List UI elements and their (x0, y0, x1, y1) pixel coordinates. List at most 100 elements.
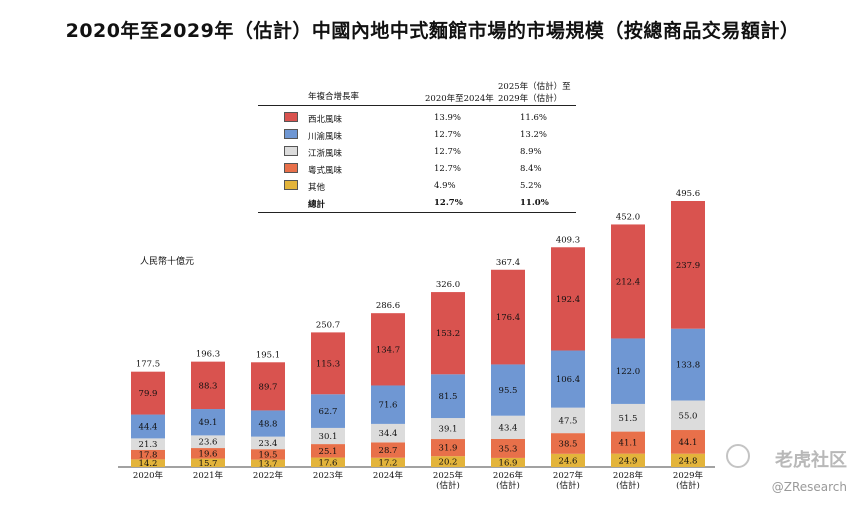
data-label: 23.6 (199, 438, 218, 448)
data-label: 55.0 (679, 411, 698, 421)
x-tick-label: 2020年 (133, 470, 164, 481)
data-label: 41.1 (619, 439, 638, 449)
total-label: 177.5 (136, 360, 160, 370)
bar-segment (251, 459, 285, 467)
bar-segment (671, 453, 705, 467)
data-label: 89.7 (259, 382, 278, 392)
bar-segment (191, 448, 225, 459)
legend-row-cagr2: 8.4% (520, 164, 542, 174)
legend-row-cagr1: 12.7% (434, 130, 462, 140)
data-label: 49.1 (199, 418, 218, 428)
bar-segment (491, 438, 525, 458)
data-label: 24.6 (559, 456, 578, 466)
total-label: 367.4 (496, 258, 520, 268)
bar-segment (311, 427, 345, 445)
x-tick-label: 2027年 (553, 470, 584, 481)
legend-header-period2-line1: 2025年（估計）至 (498, 82, 571, 92)
bar-segment (131, 459, 165, 467)
bar-segment (491, 269, 525, 365)
total-label: 250.7 (316, 320, 340, 330)
legend-total-cagr2: 11.0% (520, 198, 549, 208)
bar-segment (671, 400, 705, 431)
bar-segment (131, 414, 165, 439)
bar-segment (131, 371, 165, 415)
watermark-username: @ZResearch (771, 480, 847, 494)
x-tick-label: (估計) (676, 480, 700, 491)
data-label: 17.2 (379, 458, 398, 468)
data-label: 71.6 (379, 401, 398, 411)
legend-row-name: 粵式風味 (308, 166, 343, 176)
legend-row-cagr1: 12.7% (434, 147, 462, 157)
bar-segment (551, 433, 585, 454)
data-label: 17.6 (319, 458, 338, 468)
data-label: 24.9 (619, 456, 638, 466)
legend-header-period1: 2020年至2024年 (425, 94, 494, 104)
bar-segment (251, 410, 285, 437)
bar-segment (311, 457, 345, 467)
legend-swatch-jiangzhe (284, 146, 298, 156)
data-label: 25.1 (319, 447, 338, 457)
data-label: 16.9 (499, 458, 518, 468)
data-label: 79.9 (139, 389, 158, 399)
data-label: 133.8 (676, 361, 700, 371)
x-tick-label: 2022年 (253, 470, 284, 481)
legend-bottom-rule (258, 212, 576, 213)
x-tick-label: (估計) (496, 480, 520, 491)
bar-segment (611, 403, 645, 432)
bar-segment (131, 449, 165, 460)
x-tick-label: 2026年 (493, 470, 524, 481)
bar-segment (491, 457, 525, 467)
total-label: 495.6 (676, 189, 700, 199)
bar-segment (371, 457, 405, 467)
legend-row-cagr2: 11.6% (520, 113, 548, 123)
bar-segment (551, 350, 585, 408)
data-label: 15.7 (199, 459, 218, 469)
legend-row-cagr1: 12.7% (434, 164, 462, 174)
legend-total-name: 總計 (308, 200, 326, 210)
bar-segment (611, 431, 645, 454)
bar-segment (431, 292, 465, 375)
data-label: 95.5 (499, 386, 518, 396)
legend-swatch-northwest (284, 112, 298, 122)
bar-segment (191, 435, 225, 449)
legend-row-name: 西北風味 (308, 115, 343, 125)
chart-title: 2020年至2029年（估計）中國內地中式麵館市場的市場規模（按總商品交易額計） (65, 20, 800, 42)
legend-row-cagr2: 8.9% (520, 147, 542, 157)
bar-segment (611, 453, 645, 467)
bar-segment (251, 436, 285, 450)
data-label: 17.8 (139, 451, 158, 461)
data-label: 34.4 (379, 429, 398, 439)
bar-segment (311, 394, 345, 428)
bar-segment (431, 374, 465, 419)
bar-segment (551, 407, 585, 434)
data-label: 44.1 (679, 438, 698, 448)
y-unit-label: 人民幣十億元 (140, 257, 195, 267)
data-label: 106.4 (556, 375, 580, 385)
x-tick-label: 2029年 (673, 470, 704, 481)
bar-segment (491, 364, 525, 416)
x-tick-label: 2021年 (193, 470, 224, 481)
data-label: 88.3 (199, 381, 218, 391)
data-label: 44.4 (139, 422, 158, 432)
legend-swatch-others (284, 180, 298, 190)
total-label: 326.0 (436, 280, 460, 290)
x-tick-label: (估計) (616, 480, 640, 491)
total-label: 409.3 (556, 235, 580, 245)
data-label: 19.5 (259, 450, 278, 460)
legend-row-cagr2: 13.2% (520, 130, 548, 140)
bar-segment (431, 439, 465, 457)
data-label: 28.7 (379, 446, 398, 456)
data-label: 23.4 (259, 439, 278, 449)
bar-segment (131, 438, 165, 450)
data-label: 62.7 (319, 407, 338, 417)
legend-header-period2-line2: 2029年（估計） (498, 94, 563, 104)
legend-header-cagr: 年複合增長率 (308, 92, 360, 102)
bar-segment (371, 423, 405, 443)
data-label: 176.4 (496, 313, 520, 323)
data-label: 21.3 (139, 440, 158, 450)
legend-row-name: 其他 (308, 183, 326, 193)
data-label: 48.8 (259, 420, 278, 430)
legend-top-rule (258, 105, 576, 106)
data-label: 192.4 (556, 295, 580, 305)
